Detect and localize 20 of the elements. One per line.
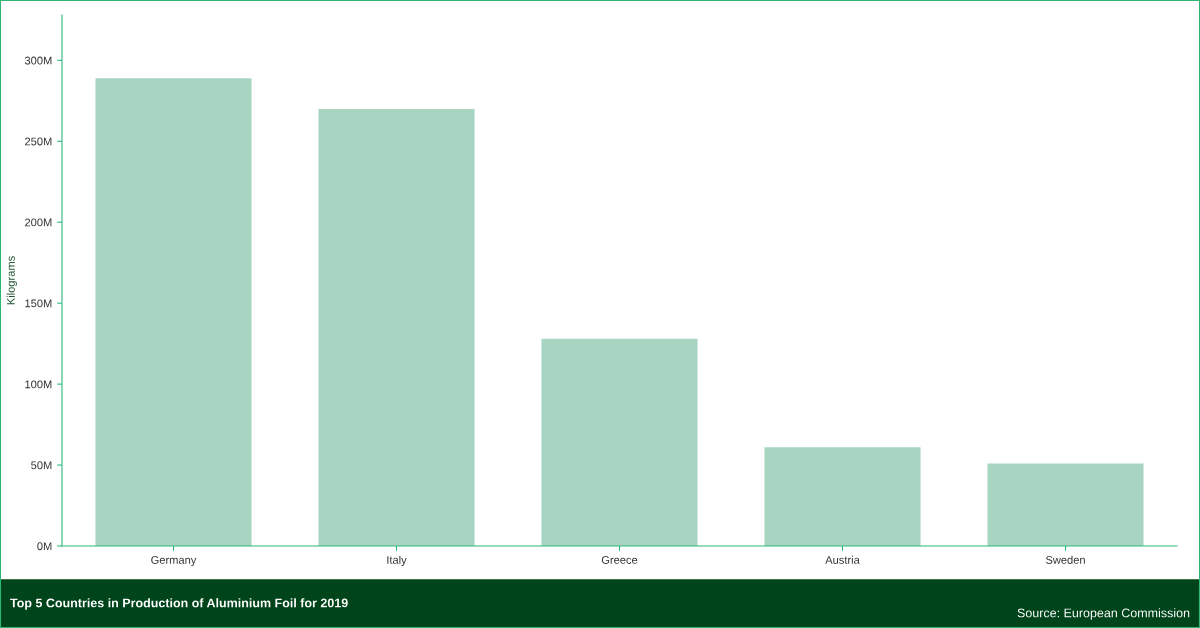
- text: Top 5 Countries in Production of Aluminium Foil for 2019: [10, 598, 348, 610]
- bar: [541, 338, 698, 546]
- bar: [987, 463, 1144, 546]
- y-axis-title: Kilograms: [6, 256, 17, 305]
- y-tick-label: 0M: [37, 542, 52, 551]
- y-tick-label: 150M: [25, 299, 52, 308]
- x-tick-label: Italy: [387, 555, 407, 567]
- bar: [318, 108, 475, 546]
- x-tick-label: Sweden: [1045, 555, 1085, 564]
- x-tick-label: Greece: [601, 556, 638, 564]
- source-note: Source: European Commission: [1017, 608, 1190, 620]
- y-tick-label: 300M: [24, 56, 52, 65]
- bar: [764, 447, 921, 546]
- y-tick-label: 200M: [25, 218, 52, 227]
- x-tick-label: Germany: [151, 556, 197, 567]
- y-tick-label: 50M: [31, 461, 52, 470]
- y-tick-label: 100M: [25, 380, 52, 389]
- y-tick-label: 250M: [25, 137, 52, 146]
- bar: [95, 78, 252, 546]
- x-tick-label: Austria: [825, 555, 860, 564]
